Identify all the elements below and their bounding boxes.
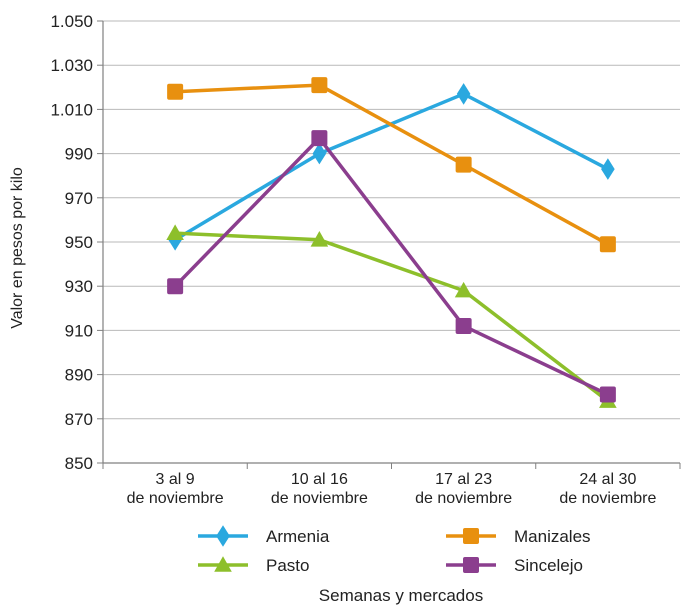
series-line (173, 136, 609, 397)
data-point (167, 83, 184, 100)
x-axis-ticks: 3 al 9 de noviembre 10 al 16 de noviembre 17… (102, 463, 681, 507)
legend-marker (463, 528, 479, 544)
series-layer (166, 77, 617, 408)
data-point (311, 77, 328, 94)
data-point (455, 317, 472, 334)
legend: Armenia Manizales Pasto Sincelejo (198, 525, 591, 575)
gridlines (103, 20, 680, 420)
y-tick-label: 890 (65, 366, 93, 385)
y-tick-label: 1.010 (50, 100, 93, 119)
data-point (311, 130, 328, 147)
data-point (455, 156, 472, 173)
legend-label: Sincelejo (514, 556, 583, 575)
series-manizales (167, 77, 616, 253)
x-tick-label: 10 al 16 de noviembre (271, 471, 368, 507)
x-axis-label: Semanas y mercados (319, 586, 483, 605)
data-point (601, 158, 615, 180)
x-tick-label: 3 al 9 de noviembre (127, 471, 224, 507)
y-tick-label: 970 (65, 189, 93, 208)
data-point (166, 224, 184, 240)
legend-label: Armenia (266, 527, 330, 546)
legend-item: Manizales (446, 527, 591, 546)
y-tick-label: 950 (65, 233, 93, 252)
series-pasto (166, 224, 617, 408)
data-point (599, 236, 616, 253)
y-tick-label: 1.050 (50, 12, 93, 31)
x-tick-label: 24 al 30 de noviembre (559, 471, 656, 507)
legend-marker (216, 525, 230, 547)
series-sincelejo (167, 130, 616, 403)
data-point (167, 278, 184, 295)
data-point (456, 83, 471, 105)
legend-item: Pasto (198, 556, 309, 575)
legend-marker (214, 556, 232, 572)
legend-marker (463, 557, 479, 573)
y-tick-label: 870 (65, 410, 93, 429)
series-line (175, 231, 609, 403)
y-tick-label: 1.030 (50, 56, 93, 75)
data-point (310, 230, 329, 247)
legend-item: Armenia (198, 525, 330, 547)
series-line (175, 83, 609, 246)
y-tick-label: 850 (65, 454, 93, 473)
legend-label: Pasto (266, 556, 309, 575)
data-point (312, 142, 327, 165)
data-point (454, 281, 473, 298)
y-axis-ticks: 850 870 890 910 930 950 970 990 1.010 1.030 1.050 (50, 12, 103, 473)
y-tick-label: 930 (65, 277, 93, 296)
x-tick-label: 17 al 23 de noviembre (415, 471, 512, 507)
legend-label: Manizales (514, 527, 591, 546)
data-point (599, 386, 616, 403)
y-tick-label: 910 (65, 321, 93, 340)
y-axis-label: Valor en pesos por kilo (9, 167, 26, 329)
y-tick-label: 990 (65, 145, 93, 164)
legend-item: Sincelejo (446, 556, 583, 575)
